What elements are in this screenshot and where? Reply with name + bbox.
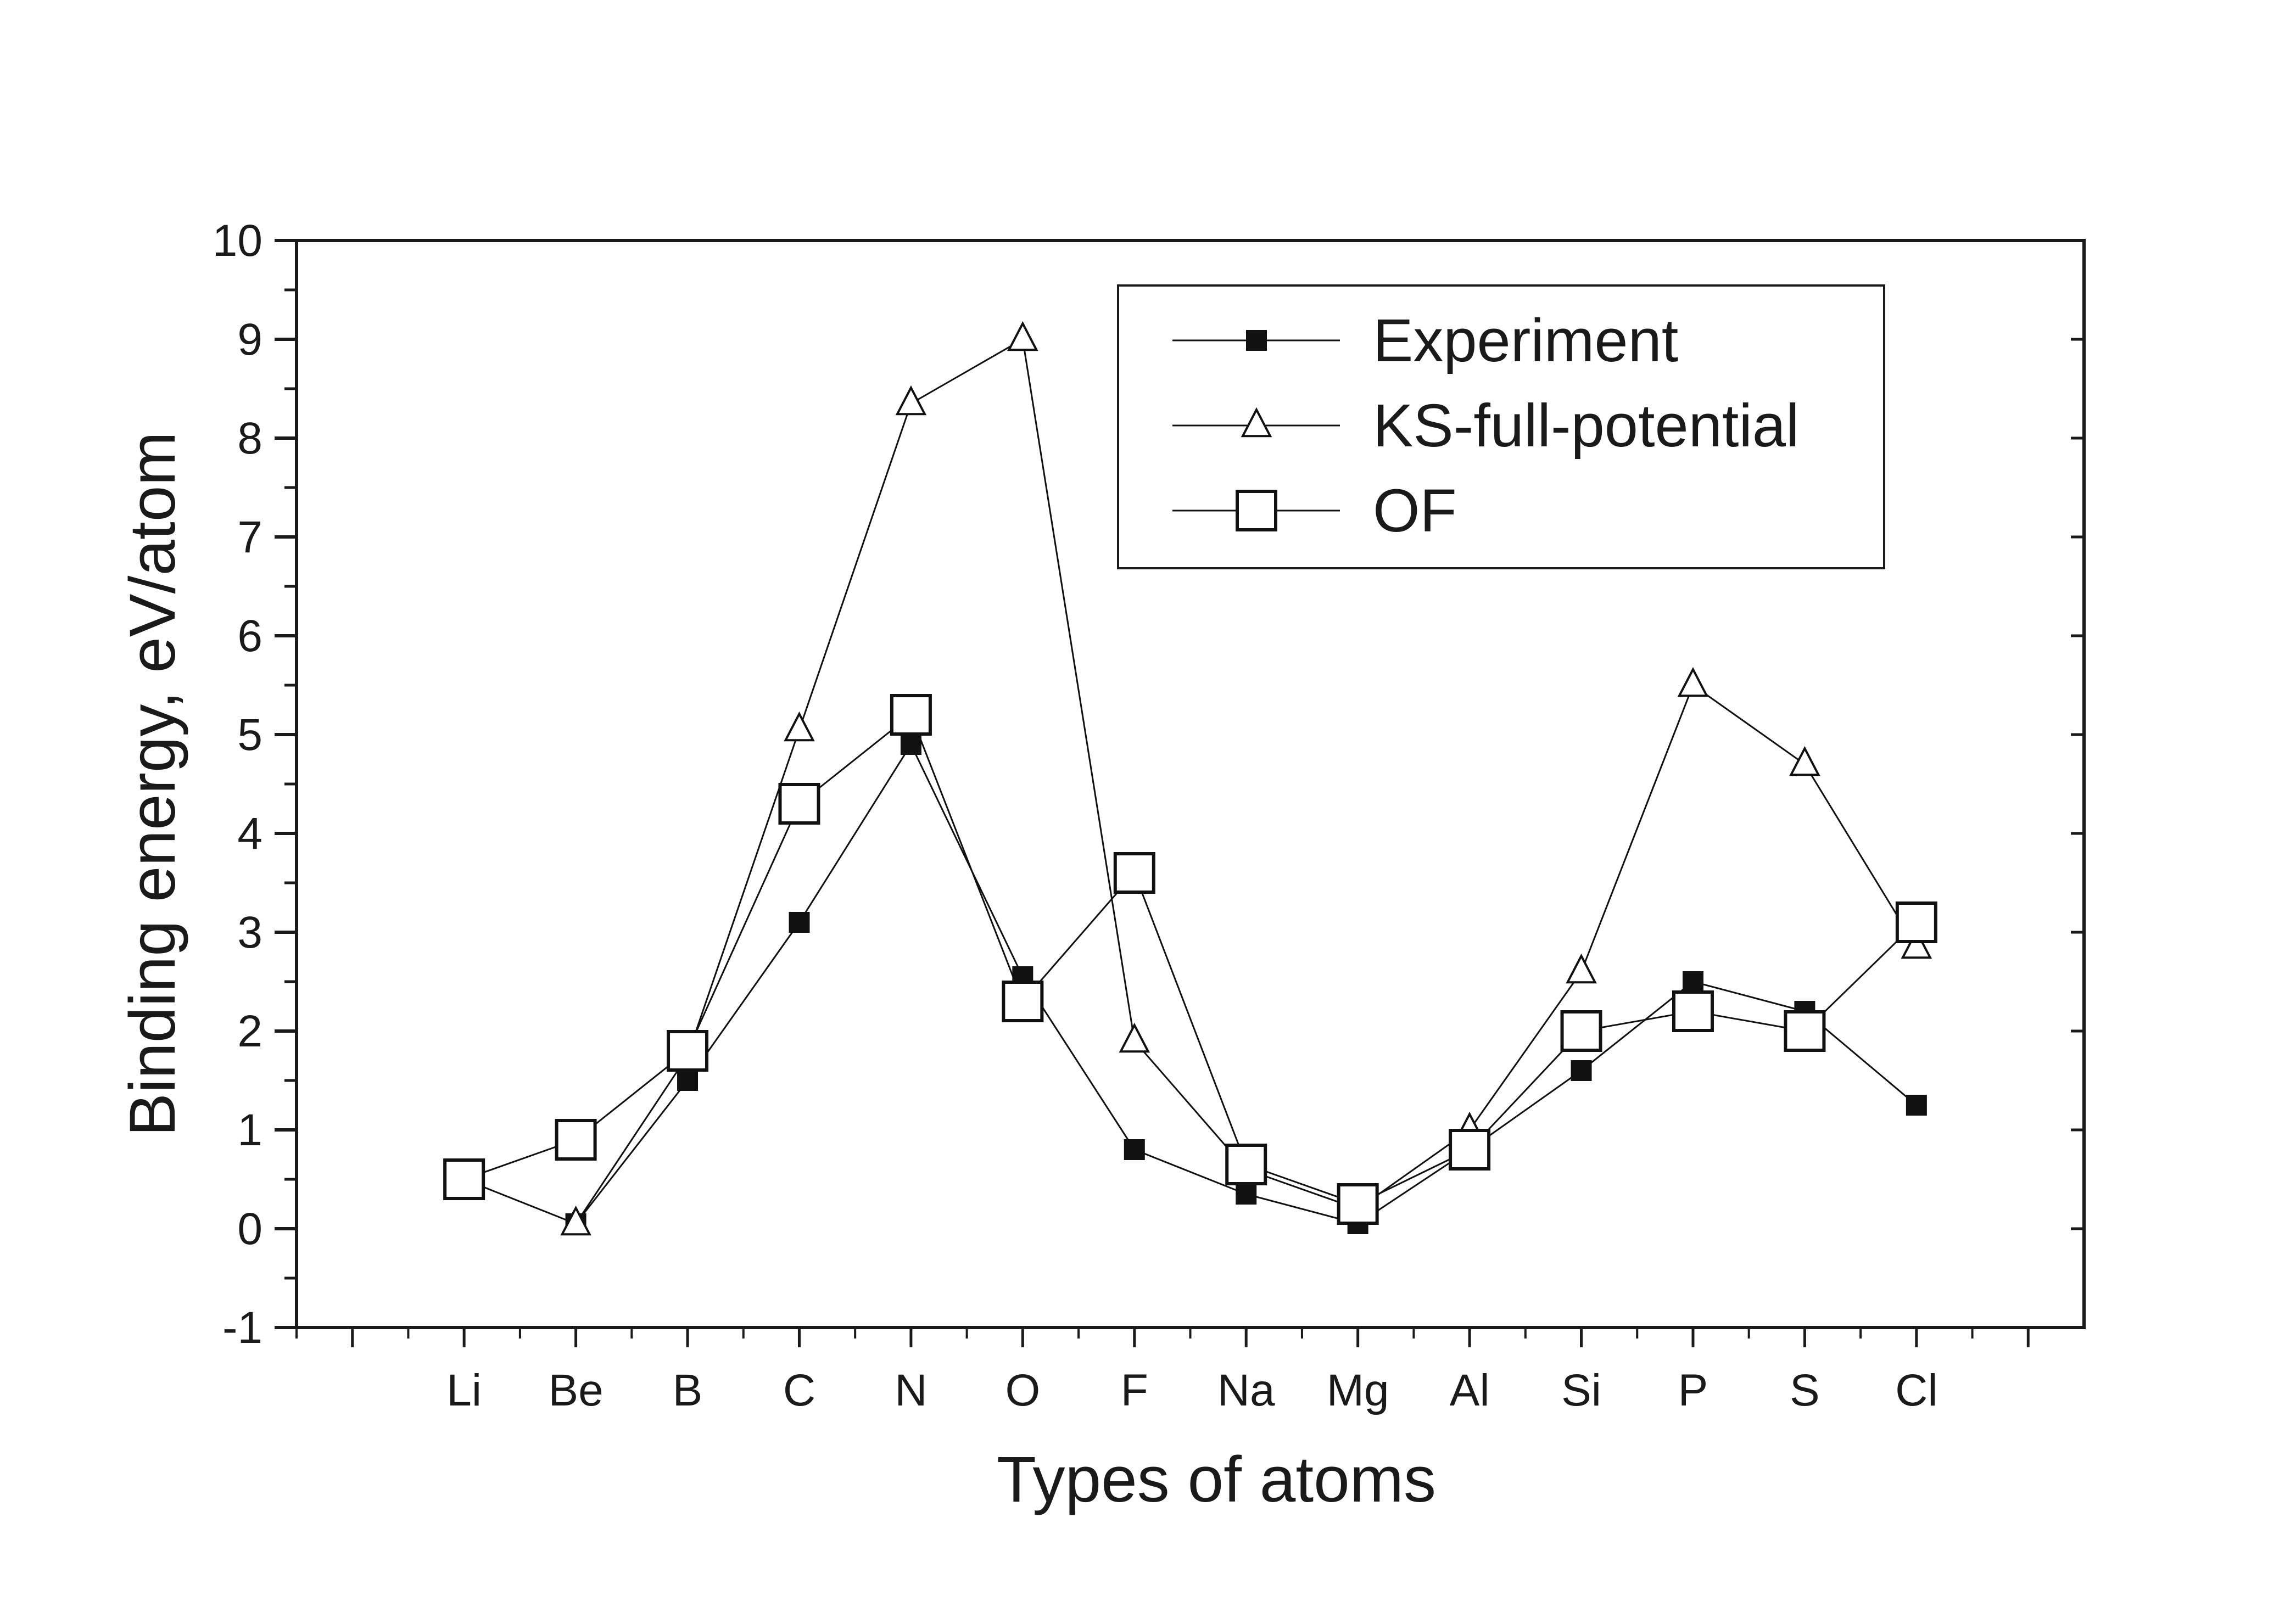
data-point-series-2 bbox=[778, 783, 820, 825]
series-line-1 bbox=[463, 338, 1918, 1225]
y-tick-label: 6 bbox=[237, 611, 262, 661]
y-axis: -1 0 1 2 3 4 5 6 7 8 9 10 bbox=[213, 216, 2084, 1353]
data-point-series-2 bbox=[1337, 1183, 1379, 1225]
data-point-series-2 bbox=[443, 1158, 485, 1200]
legend-label: Experiment bbox=[1373, 307, 1678, 374]
y-tick-label: 2 bbox=[237, 1006, 262, 1056]
data-point-series-1 bbox=[784, 711, 815, 742]
y-tick-label: 4 bbox=[237, 809, 262, 859]
data-point-series-0 bbox=[1571, 1060, 1592, 1081]
data-point-series-2 bbox=[1784, 1010, 1826, 1052]
x-tick-label: Cl bbox=[1895, 1365, 1937, 1415]
data-point-series-0 bbox=[789, 912, 810, 933]
legend-label: KS-full-potential bbox=[1373, 392, 1800, 460]
x-tick-label: Si bbox=[1561, 1365, 1601, 1415]
data-point-series-2 bbox=[890, 694, 932, 736]
data-point-series-1 bbox=[895, 385, 927, 416]
data-point-series-2 bbox=[555, 1119, 597, 1161]
x-tick-label: Na bbox=[1217, 1365, 1275, 1415]
x-tick-label: N bbox=[895, 1365, 927, 1415]
data-point-series-0 bbox=[900, 734, 921, 755]
data-point-series-1 bbox=[1789, 746, 1820, 776]
data-point-series-2 bbox=[667, 1030, 709, 1072]
y-tick-label: 7 bbox=[237, 512, 262, 562]
legend-marker bbox=[1236, 490, 1277, 531]
y-tick-label: 3 bbox=[237, 908, 262, 957]
data-point-series-0 bbox=[1124, 1139, 1145, 1160]
series-markers bbox=[443, 321, 1937, 1236]
data-point-series-0 bbox=[1236, 1184, 1257, 1205]
data-point-series-0 bbox=[1682, 971, 1703, 992]
legend-label: OF bbox=[1373, 477, 1457, 545]
data-point-series-2 bbox=[1225, 1144, 1267, 1185]
legend-marker bbox=[1241, 407, 1272, 438]
legend: Experiment KS-full-potential OF bbox=[1117, 284, 1885, 569]
data-point-series-0 bbox=[1906, 1095, 1927, 1116]
y-tick-label: 9 bbox=[237, 315, 262, 365]
x-tick-label: S bbox=[1790, 1365, 1820, 1415]
data-point-series-2 bbox=[1895, 901, 1937, 943]
y-axis-title: Binding energy, eV/atom bbox=[116, 432, 189, 1136]
data-point-series-1 bbox=[1119, 1022, 1150, 1053]
y-tick-label: 10 bbox=[213, 216, 262, 266]
data-point-series-2 bbox=[1672, 990, 1714, 1032]
y-tick-label: 1 bbox=[237, 1105, 262, 1155]
data-point-series-1 bbox=[1007, 321, 1038, 351]
x-tick-label: F bbox=[1121, 1365, 1148, 1415]
x-tick-label: Li bbox=[446, 1365, 482, 1415]
x-tick-label: P bbox=[1678, 1365, 1708, 1415]
y-tick-label: 8 bbox=[237, 413, 262, 463]
data-point-series-0 bbox=[677, 1070, 699, 1091]
data-point-series-2 bbox=[1560, 1010, 1602, 1052]
data-point-series-2 bbox=[1449, 1129, 1491, 1171]
x-tick-label: C bbox=[783, 1365, 815, 1415]
x-axis-title: Types of atoms bbox=[997, 1443, 1436, 1516]
data-point-series-1 bbox=[1566, 953, 1597, 984]
data-point-series-1 bbox=[560, 1205, 591, 1236]
data-point-series-1 bbox=[1901, 928, 1932, 959]
y-tick-label: 5 bbox=[237, 710, 262, 760]
x-tick-label: Be bbox=[548, 1365, 603, 1415]
data-point-series-2 bbox=[1113, 852, 1155, 894]
y-tick-label: 0 bbox=[237, 1204, 262, 1254]
x-tick-label: O bbox=[1005, 1365, 1040, 1415]
x-axis: Li Be B C N O F Na Mg Al Si P S Cl bbox=[295, 1328, 2030, 1415]
x-tick-label: Mg bbox=[1327, 1365, 1389, 1415]
legend-marker bbox=[1246, 330, 1267, 351]
y-tick-label: -1 bbox=[222, 1303, 262, 1353]
data-point-series-2 bbox=[1002, 981, 1044, 1022]
x-tick-label: Al bbox=[1450, 1365, 1490, 1415]
x-tick-label: B bbox=[673, 1365, 703, 1415]
data-point-series-1 bbox=[1677, 667, 1709, 697]
